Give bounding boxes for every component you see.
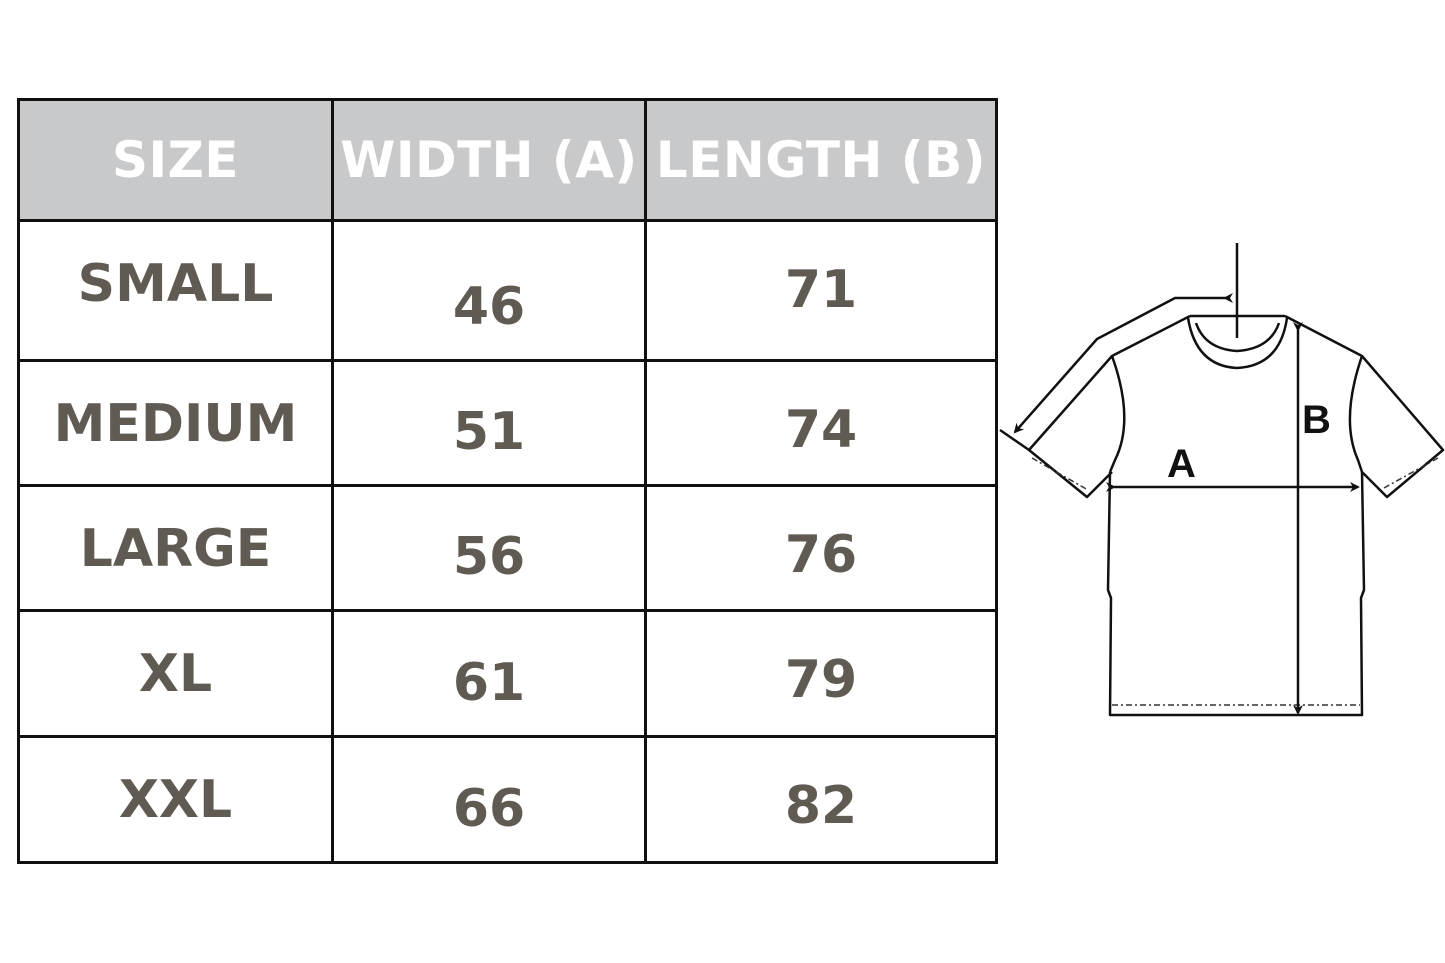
size-chart-table: SIZE WIDTH (A) LENGTH (B) SMALL 46 71 MEDIU… — [17, 98, 998, 864]
cell-width: 56 — [331, 484, 647, 612]
tshirt-outline — [999, 314, 1445, 717]
cell-width: 46 — [331, 219, 647, 362]
table-row: LARGE 56 76 — [17, 484, 998, 612]
header-width: WIDTH (A) — [331, 98, 647, 222]
table-row: XXL 66 82 — [17, 735, 998, 864]
header-size: SIZE — [17, 98, 334, 222]
cell-size: MEDIUM — [17, 359, 334, 487]
cell-length: 76 — [644, 484, 998, 612]
cell-length: 74 — [644, 359, 998, 487]
label-a: A — [1167, 442, 1196, 486]
table-row: SMALL 46 71 — [17, 219, 998, 362]
cell-width: 51 — [331, 359, 647, 487]
sleeve-arrow — [1013, 293, 1233, 434]
cell-size: XXL — [17, 735, 334, 864]
table-header-row: SIZE WIDTH (A) LENGTH (B) — [17, 98, 998, 222]
cell-width: 61 — [331, 609, 647, 738]
cell-width: 66 — [331, 735, 647, 864]
cell-size: LARGE — [17, 484, 334, 612]
cell-length: 82 — [644, 735, 998, 864]
cell-length: 79 — [644, 609, 998, 738]
cell-size: XL — [17, 609, 334, 738]
cell-size: SMALL — [17, 219, 334, 362]
label-b: B — [1302, 398, 1331, 442]
table-row: MEDIUM 51 74 — [17, 359, 998, 487]
measurement-arrows — [1013, 243, 1360, 715]
hem-stitch-lines — [1031, 457, 1439, 706]
cell-length: 71 — [644, 219, 998, 362]
table-row: XL 61 79 — [17, 609, 998, 738]
header-length: LENGTH (B) — [644, 98, 998, 222]
